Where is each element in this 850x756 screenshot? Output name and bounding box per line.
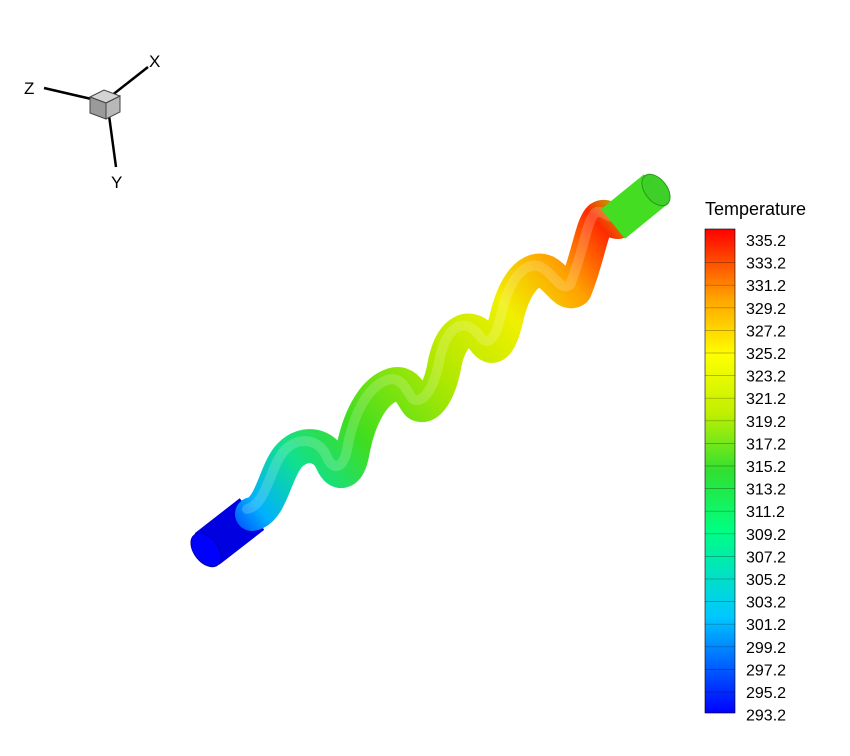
- legend-tick-label: 325.2: [746, 346, 786, 363]
- legend-tick-label: 319.2: [746, 414, 786, 431]
- legend-tick-label: 309.2: [746, 527, 786, 544]
- legend-tick-label: 335.2: [746, 233, 786, 250]
- z-axis-label: Z: [24, 79, 34, 98]
- legend-tick-label: 307.2: [746, 549, 786, 566]
- inlet-face: [190, 532, 222, 568]
- legend-tick-label: 329.2: [746, 301, 786, 318]
- legend-tick-label: 305.2: [746, 572, 786, 589]
- helical-tube: [190, 173, 671, 568]
- legend-tick-label: 297.2: [746, 662, 786, 679]
- y-axis-label: Y: [111, 173, 122, 192]
- coil-section: [235, 199, 635, 531]
- legend-tick-label: 327.2: [746, 323, 786, 340]
- legend-tick-label: 311.2: [746, 504, 785, 521]
- legend-color-bar: [704, 228, 736, 714]
- legend-tick-label: 315.2: [746, 459, 786, 476]
- outlet-face: [641, 173, 671, 207]
- legend-ticks: 335.2 333.2 331.2 329.2 327.2 325.2 323.2 321.2…: [705, 233, 786, 725]
- legend-tick-label: 333.2: [746, 256, 786, 273]
- legend-tick-label: 313.2: [746, 482, 786, 499]
- axis-triad: Z X Y: [24, 52, 160, 192]
- coil-highlight: [242, 206, 618, 514]
- legend-tick-label: 323.2: [746, 369, 786, 386]
- legend-tick-label: 331.2: [746, 278, 786, 295]
- triad-cube: [88, 89, 122, 120]
- x-axis-label: X: [149, 52, 160, 71]
- legend-tick-label: 293.2: [746, 708, 786, 725]
- legend-title: Temperature: [705, 199, 807, 219]
- legend-tick-label: 301.2: [746, 617, 786, 634]
- legend-tick-label: 317.2: [746, 436, 786, 453]
- legend-tick-label: 303.2: [746, 595, 786, 612]
- legend-tick-label: 321.2: [746, 391, 786, 408]
- legend-tick-label: 295.2: [746, 685, 786, 702]
- legend-tick-label: 299.2: [746, 640, 786, 657]
- color-legend: 335.2 333.2 331.2 329.2 327.2 325.2 323.2 321.2…: [704, 228, 786, 725]
